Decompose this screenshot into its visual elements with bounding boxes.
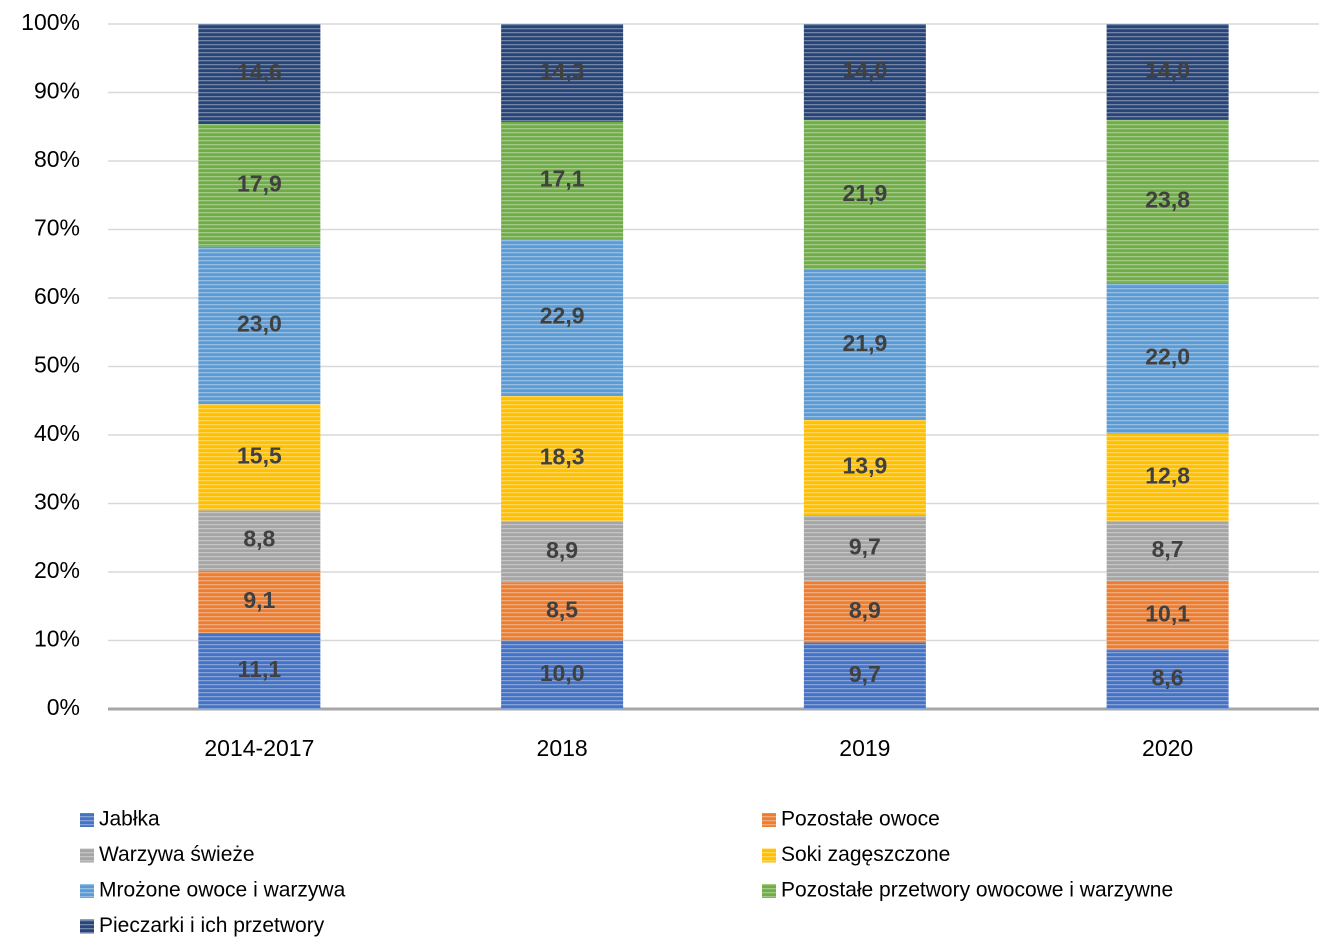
data-label: 9,7 bbox=[849, 533, 881, 559]
bar-segment bbox=[501, 395, 624, 522]
data-label: 9,1 bbox=[243, 587, 275, 613]
data-label: 15,5 bbox=[237, 442, 282, 468]
bar-segment bbox=[1106, 650, 1229, 709]
legend-swatch bbox=[762, 884, 776, 898]
y-tick-label: 40% bbox=[34, 420, 80, 446]
bar-segment bbox=[803, 419, 926, 516]
bar-segment bbox=[1106, 580, 1229, 651]
legend-label: Warzywa świeże bbox=[99, 843, 255, 866]
legend-label: Soki zagęszczone bbox=[781, 843, 950, 866]
bar-segment bbox=[198, 570, 321, 633]
data-label: 22,0 bbox=[1145, 343, 1190, 369]
x-tick-label: 2020 bbox=[1142, 735, 1193, 761]
data-label: 10,0 bbox=[540, 660, 585, 686]
data-label: 23,0 bbox=[237, 310, 282, 336]
bar-segment bbox=[1106, 24, 1229, 120]
data-label: 8,9 bbox=[849, 597, 881, 623]
legend-label: Jabłka bbox=[99, 808, 160, 831]
data-label: 14,6 bbox=[237, 59, 282, 85]
data-label: 14,0 bbox=[1145, 57, 1190, 83]
data-label: 23,8 bbox=[1145, 186, 1190, 212]
data-label: 14,3 bbox=[540, 58, 585, 84]
x-tick-label: 2019 bbox=[839, 735, 890, 761]
bar-segment bbox=[198, 246, 321, 405]
data-label: 14,0 bbox=[842, 57, 887, 83]
data-label: 8,6 bbox=[1152, 665, 1184, 691]
bar-segment bbox=[198, 404, 321, 511]
bar-segment bbox=[501, 582, 624, 641]
y-tick-label: 0% bbox=[47, 694, 80, 720]
bar-segment bbox=[198, 632, 321, 709]
legend-label: Mrożone owoce i warzywa bbox=[99, 879, 346, 902]
legend-label: Pozostałe owoce bbox=[781, 808, 940, 831]
legend-swatch bbox=[762, 813, 776, 827]
bar-segment bbox=[501, 121, 624, 240]
bar-segment bbox=[803, 642, 926, 709]
bar-segment bbox=[1106, 433, 1229, 522]
bar-segment bbox=[501, 239, 624, 396]
bar-segment bbox=[803, 269, 926, 420]
legend-swatch bbox=[80, 919, 94, 934]
legend-swatch bbox=[80, 813, 94, 827]
data-label: 8,7 bbox=[1152, 536, 1184, 562]
y-tick-label: 10% bbox=[34, 626, 80, 652]
legend-swatch bbox=[80, 884, 94, 898]
bar-segment bbox=[803, 24, 926, 120]
x-tick-label: 2014-2017 bbox=[204, 735, 314, 761]
y-tick-label: 100% bbox=[21, 9, 80, 35]
bar-segment bbox=[803, 581, 926, 643]
legend-label: Pieczarki i ich przetwory bbox=[99, 914, 325, 937]
y-tick-label: 80% bbox=[34, 146, 80, 172]
bar-segment bbox=[198, 510, 321, 571]
data-label: 13,9 bbox=[842, 453, 887, 479]
data-label: 12,8 bbox=[1145, 463, 1190, 489]
bar-segment bbox=[501, 24, 624, 122]
data-label: 9,7 bbox=[849, 661, 881, 687]
data-label: 11,1 bbox=[238, 656, 282, 682]
data-label: 8,8 bbox=[243, 526, 275, 552]
data-label: 8,9 bbox=[546, 537, 578, 563]
data-label: 10,1 bbox=[1145, 601, 1190, 627]
bar-segment bbox=[803, 119, 926, 270]
x-tick-label: 2018 bbox=[537, 735, 588, 761]
bar-segment bbox=[198, 124, 321, 247]
bar-segment bbox=[501, 521, 624, 583]
y-tick-label: 70% bbox=[34, 215, 80, 241]
y-tick-label: 30% bbox=[34, 489, 80, 515]
bar-segment bbox=[198, 24, 321, 125]
legend-swatch bbox=[80, 848, 94, 863]
data-label: 22,9 bbox=[540, 303, 585, 329]
y-tick-label: 60% bbox=[34, 283, 80, 309]
data-label: 8,5 bbox=[546, 596, 578, 622]
legend-swatch bbox=[762, 848, 776, 863]
data-label: 21,9 bbox=[842, 180, 887, 206]
bar-segment bbox=[1106, 521, 1229, 581]
y-tick-label: 90% bbox=[34, 78, 80, 104]
bar-segment bbox=[1106, 282, 1229, 434]
bar-segment bbox=[501, 640, 624, 709]
data-label: 21,9 bbox=[842, 330, 887, 356]
bar-segment bbox=[1106, 119, 1229, 283]
data-label: 17,1 bbox=[540, 166, 585, 192]
data-label: 17,9 bbox=[237, 170, 282, 196]
data-label: 18,3 bbox=[540, 444, 585, 470]
y-tick-label: 50% bbox=[34, 352, 80, 378]
y-tick-label: 20% bbox=[34, 557, 80, 583]
legend-label: Pozostałe przetwory owocowe i warzywne bbox=[781, 879, 1173, 902]
bar-segment bbox=[803, 515, 926, 582]
